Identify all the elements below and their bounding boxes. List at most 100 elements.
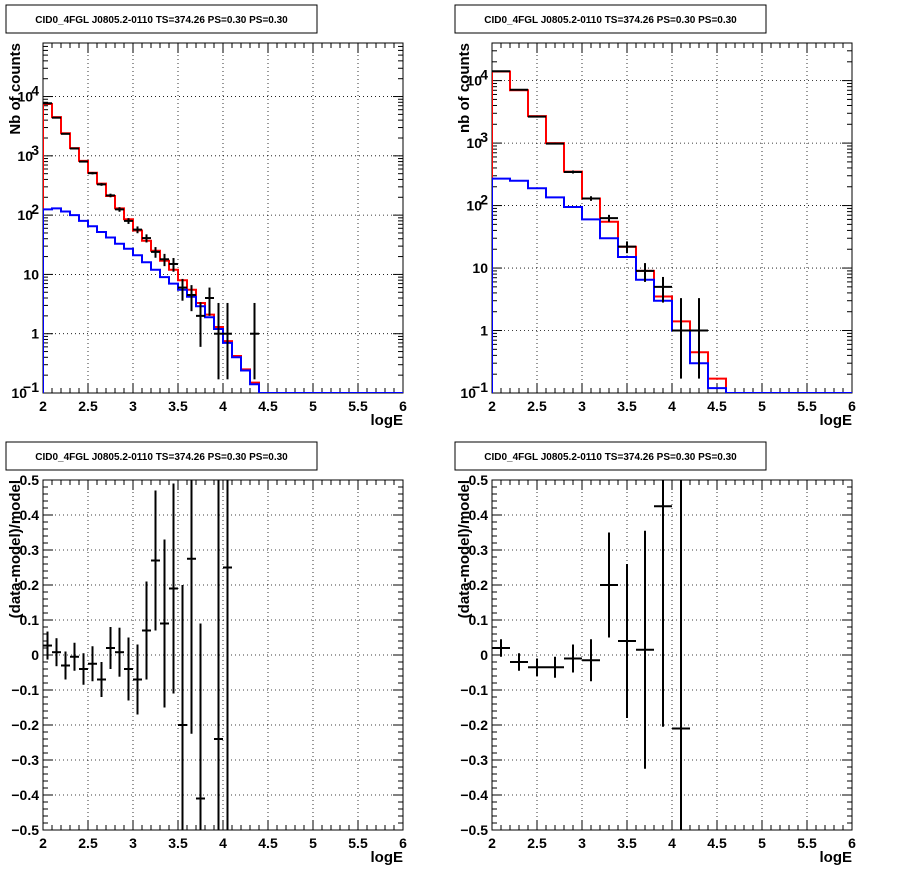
x-tick-label: 3 (129, 398, 137, 414)
grid (492, 43, 852, 393)
data-point (636, 263, 654, 282)
data-point (43, 631, 52, 660)
data-point (672, 298, 690, 379)
data-point (510, 653, 528, 671)
y-tick-label: 0.1 (20, 612, 40, 628)
x-tick-label: 2.5 (78, 835, 98, 851)
data-point (106, 193, 115, 198)
grid (43, 43, 403, 393)
x-tick-label: 4.5 (258, 398, 278, 414)
y-tick-label: 10 (466, 135, 482, 151)
title-box (454, 4, 767, 34)
y-tick-label: 10 (23, 266, 39, 282)
data-point (178, 278, 187, 301)
data-point (151, 247, 160, 258)
y-tick-label: −0.3 (460, 752, 488, 768)
data-point (97, 183, 106, 186)
data-point (546, 142, 564, 145)
y-tick-exponent: 3 (31, 142, 39, 158)
y-tick-label: −0.1 (460, 682, 488, 698)
y-tick-exponent: 2 (480, 192, 488, 208)
data-point (564, 644, 582, 673)
x-tick-label: 4.5 (707, 835, 727, 851)
data-point (654, 276, 672, 303)
y-tick-label: 10 (472, 260, 488, 276)
data-point (160, 253, 169, 267)
data-point (70, 642, 79, 671)
data-point (528, 115, 546, 118)
y-tick-label: −0.2 (460, 717, 488, 733)
x-tick-label: 3.5 (617, 835, 637, 851)
x-tick-label: 3.5 (168, 398, 188, 414)
x-tick-label: 6 (848, 398, 856, 414)
y-tick-label: 0.2 (469, 577, 489, 593)
data-point (600, 214, 618, 222)
chart-panel-2: CID0_4FGL J0805.2-0110 TS=374.26 PS=0.30… (454, 4, 856, 429)
x-tick-label: 6 (399, 398, 407, 414)
data-point (133, 644, 142, 715)
data-point (97, 662, 106, 697)
data-point (214, 480, 223, 830)
data-point (672, 480, 690, 830)
series-line-2 (43, 207, 403, 393)
data-point (582, 639, 600, 682)
y-tick-label: 0.4 (469, 507, 489, 523)
x-tick-label: 6 (848, 835, 856, 851)
data-point (115, 207, 124, 212)
data-point (205, 287, 214, 316)
chart-title: CID0_4FGL J0805.2-0110 TS=374.26 PS=0.30… (35, 15, 288, 26)
data-point (133, 226, 142, 234)
data-point (187, 285, 196, 312)
data-point (151, 490, 160, 631)
y-tick-label: 0 (480, 647, 488, 663)
data-point (52, 638, 61, 667)
grid (492, 480, 852, 830)
y-tick-label: 0.1 (469, 612, 489, 628)
y-tick-label: −0.4 (11, 787, 39, 803)
x-axis-label: logE (371, 412, 404, 429)
title-box (5, 441, 318, 471)
y-tick-label: 0.5 (469, 472, 489, 488)
data-point (564, 170, 582, 174)
title-box (454, 441, 767, 471)
x-tick-label: 3 (578, 398, 586, 414)
x-axis-label: logE (820, 412, 853, 429)
y-tick-label: 1 (480, 323, 488, 339)
data-point (52, 116, 61, 119)
x-tick-label: 2.5 (527, 835, 547, 851)
data-point (88, 172, 97, 175)
y-tick-label: 0.2 (20, 577, 40, 593)
x-tick-label: 2 (488, 398, 496, 414)
data-point (79, 160, 88, 163)
data-point (223, 302, 232, 380)
y-tick-label: 0.4 (20, 507, 40, 523)
y-tick-label: −0.4 (460, 787, 488, 803)
data-layer (492, 70, 852, 393)
x-tick-label: 3.5 (617, 398, 637, 414)
x-tick-label: 5 (758, 835, 766, 851)
y-tick-label: −0.3 (11, 752, 39, 768)
y-tick-label: −0.1 (11, 682, 39, 698)
data-layer (492, 480, 690, 830)
data-point (106, 627, 115, 669)
chart-panel-4: CID0_4FGL J0805.2-0110 TS=374.26 PS=0.30… (454, 441, 856, 866)
y-tick-label: 1 (31, 326, 39, 342)
data-point (160, 539, 169, 708)
x-tick-label: 2 (488, 835, 496, 851)
data-point (88, 646, 97, 682)
data-point (61, 132, 70, 135)
data-point (169, 258, 178, 272)
data-point (124, 218, 133, 224)
x-tick-label: 4 (219, 398, 227, 414)
y-tick-label: 10 (466, 198, 482, 214)
data-point (142, 581, 151, 680)
y-axis-label: (data-model)/model (7, 480, 24, 618)
chart-title: CID0_4FGL J0805.2-0110 TS=374.26 PS=0.30… (35, 452, 288, 463)
y-tick-label: 0 (31, 647, 39, 663)
data-point (618, 241, 636, 254)
y-tick-label: −0.2 (11, 717, 39, 733)
y-tick-exponent: 3 (480, 129, 488, 145)
x-tick-label: 3.5 (168, 835, 188, 851)
chart-panel-1: CID0_4FGL J0805.2-0110 TS=374.26 PS=0.30… (5, 4, 407, 429)
